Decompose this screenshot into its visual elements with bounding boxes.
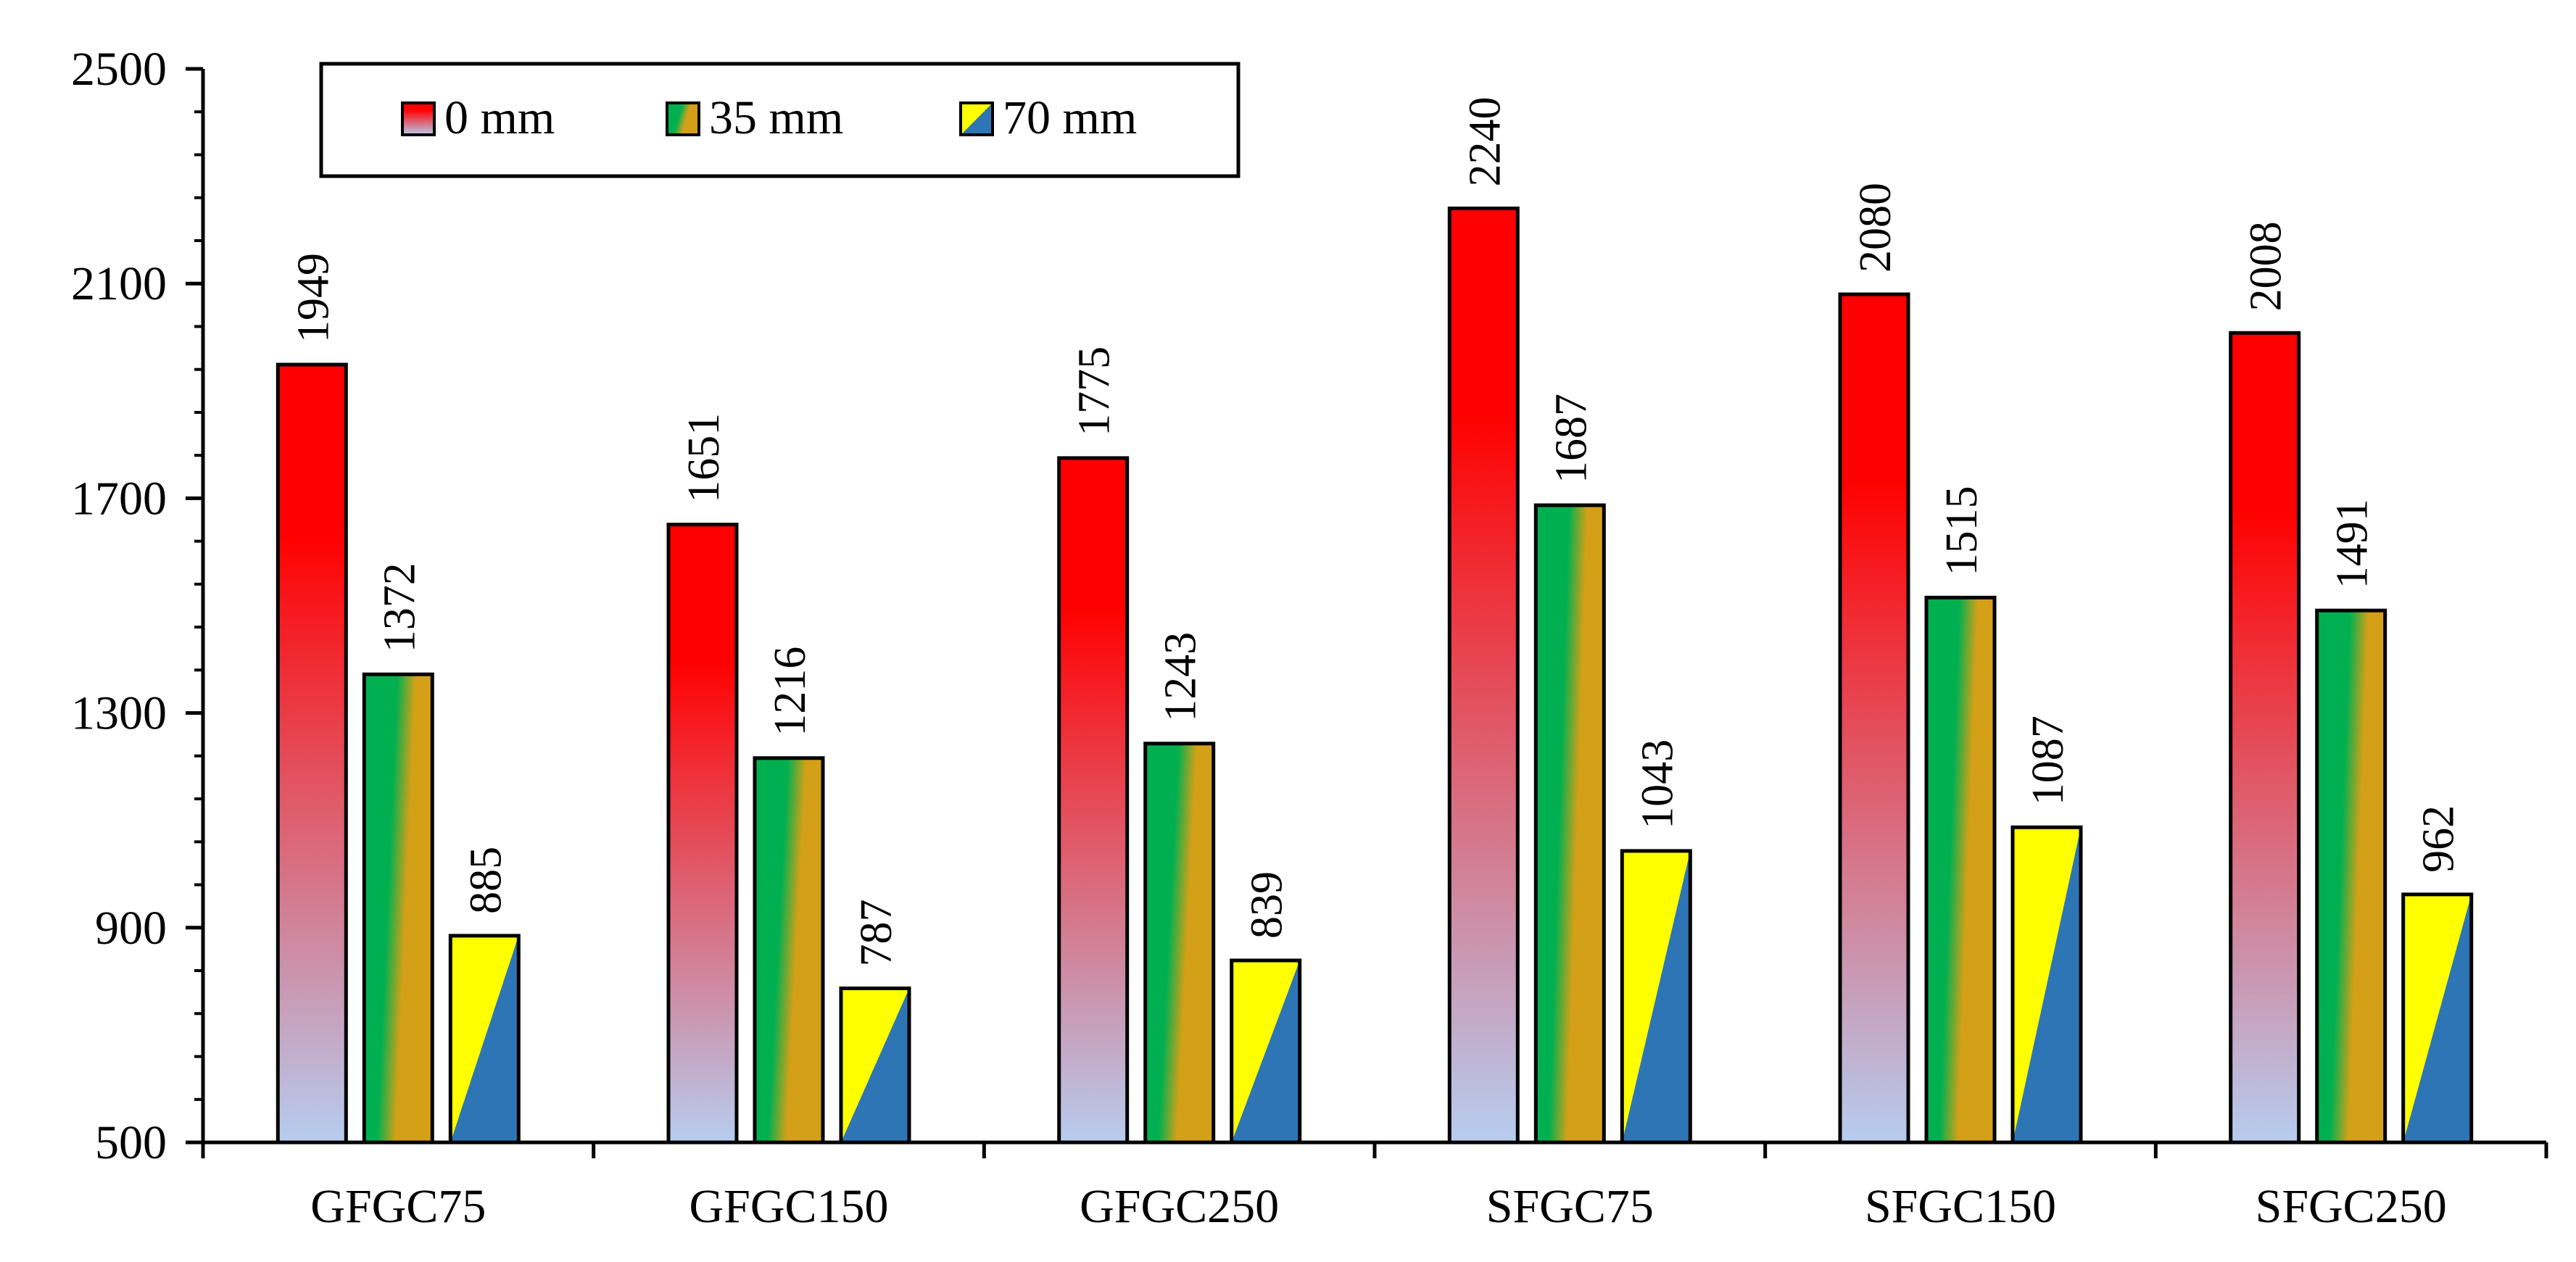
- bar-gfgc250-70-mm: [1230, 958, 1302, 1145]
- axes-layer: 500 900 1300 1700 2100 2500 GFGC75 GFGC150 GFGC2…: [71, 43, 2548, 1233]
- legend-box: [319, 62, 1241, 178]
- bar-sfgc150-35-mm: [1924, 595, 1997, 1145]
- legend-swatch-35-mm: [666, 101, 700, 136]
- data-label-gfgc250-0-mm: 1775: [1070, 346, 1119, 436]
- data-label-gfgc75-70-mm: 885: [461, 847, 510, 914]
- legend-label-70-mm: 70 mm: [1003, 91, 1137, 144]
- x-tick-label-gfgc250: GFGC250: [1080, 1180, 1279, 1233]
- data-label-gfgc250-35-mm: 1243: [1156, 632, 1206, 722]
- bar-gfgc75-0-mm: [276, 362, 348, 1145]
- bar-gfgc250-35-mm: [1143, 742, 1216, 1145]
- legend-swatch-70-mm: [959, 101, 994, 136]
- bar-gfgc75-35-mm: [362, 672, 434, 1145]
- y-tick-label: 900: [95, 902, 167, 955]
- bar-gfgc150-0-mm: [666, 523, 739, 1145]
- data-label-sfgc150-35-mm: 1515: [1937, 486, 1987, 576]
- data-label-gfgc250-70-mm: 839: [1243, 871, 1292, 939]
- y-tick-label: 1700: [71, 472, 167, 525]
- legend: 0 mm 35 mm 70 mm: [319, 62, 1241, 178]
- x-tick-label-gfgc75: GFGC75: [310, 1180, 486, 1233]
- bar-sfgc75-0-mm: [1447, 207, 1520, 1145]
- data-label-gfgc75-35-mm: 1372: [375, 562, 424, 652]
- bar-sfgc250-70-mm: [2401, 892, 2474, 1145]
- x-tick-label-gfgc150: GFGC150: [689, 1180, 888, 1233]
- data-label-sfgc250-0-mm: 2008: [2242, 221, 2291, 311]
- bar-sfgc150-0-mm: [1838, 292, 1910, 1145]
- bar-gfgc250-0-mm: [1057, 456, 1130, 1145]
- data-label-sfgc75-0-mm: 2240: [1460, 97, 1509, 187]
- bar-sfgc250-35-mm: [2315, 608, 2387, 1145]
- y-tick-label: 500: [95, 1116, 167, 1169]
- data-label-gfgc75-0-mm: 1949: [289, 253, 338, 343]
- legend-label-0-mm: 0 mm: [444, 91, 555, 144]
- legend-label-35-mm: 35 mm: [709, 91, 843, 144]
- bar-sfgc75-70-mm: [1620, 849, 1692, 1145]
- bar-gfgc75-70-mm: [448, 934, 521, 1145]
- data-label-sfgc250-35-mm: 1491: [2328, 499, 2377, 589]
- x-tick-label-sfgc250: SFGC250: [2256, 1180, 2447, 1233]
- y-tick-label: 2500: [71, 43, 167, 96]
- data-label-sfgc150-0-mm: 2080: [1851, 183, 1900, 273]
- legend-swatch-0-mm: [401, 101, 436, 136]
- x-tick-label-sfgc75: SFGC75: [1486, 1180, 1654, 1233]
- data-label-sfgc250-70-mm: 962: [2414, 805, 2464, 873]
- data-label-gfgc150-0-mm: 1651: [679, 413, 729, 503]
- data-label-sfgc75-70-mm: 1043: [1633, 739, 1682, 829]
- x-tick-label-sfgc150: SFGC150: [1865, 1180, 2056, 1233]
- y-tick-label: 2100: [71, 257, 167, 310]
- y-tick-label: 1300: [71, 687, 167, 740]
- data-label-gfgc150-35-mm: 1216: [766, 647, 815, 736]
- bars-layer: [276, 207, 2474, 1145]
- bar-sfgc150-70-mm: [2010, 825, 2083, 1145]
- bar-gfgc150-70-mm: [839, 987, 911, 1145]
- data-label-sfgc150-70-mm: 1087: [2024, 715, 2073, 805]
- data-label-sfgc75-35-mm: 1687: [1546, 394, 1596, 483]
- bar-sfgc75-35-mm: [1533, 503, 1606, 1145]
- bar-sfgc250-0-mm: [2229, 331, 2301, 1145]
- data-labels-layer: 1949 1372 885 1651 1216 787 1775 1243 839 2240 168…: [289, 97, 2463, 967]
- bar-gfgc150-35-mm: [753, 756, 825, 1145]
- data-label-gfgc150-70-mm: 787: [852, 900, 901, 967]
